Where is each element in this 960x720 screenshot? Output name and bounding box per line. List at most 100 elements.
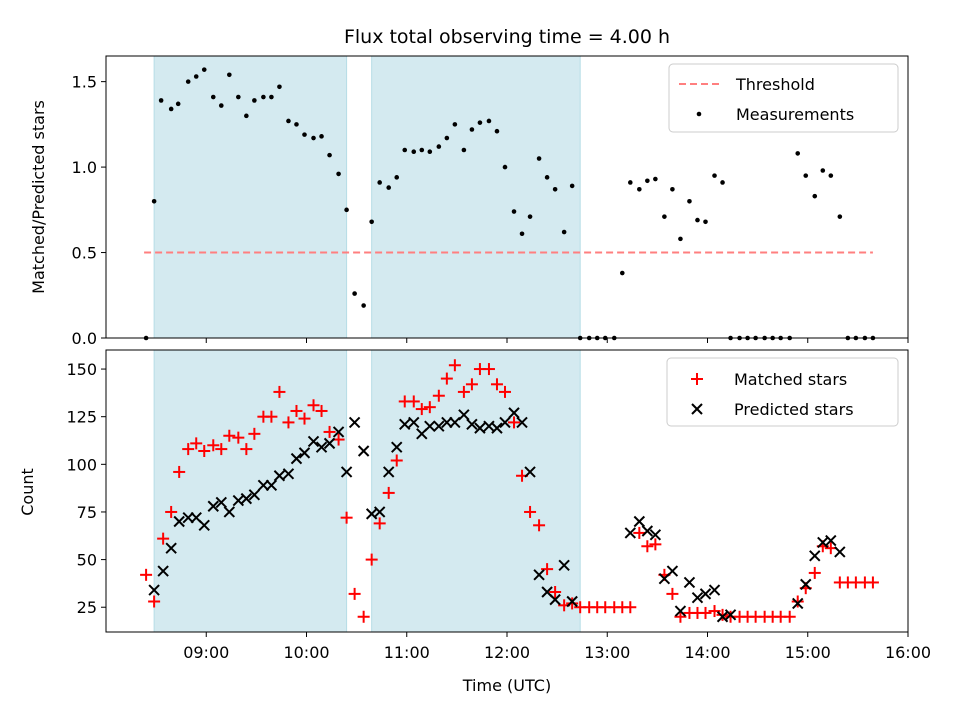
predicted-star-point <box>641 525 654 537</box>
predicted-star-point <box>273 470 286 482</box>
legend-matched-swatch <box>691 373 703 385</box>
predicted-star-point <box>474 422 486 434</box>
predicted-star-point <box>433 420 445 432</box>
bottom-legend: Matched stars Predicted stars <box>666 357 899 427</box>
top-legend-box <box>668 63 899 133</box>
measurement-point <box>436 144 442 149</box>
measurement-point <box>820 168 826 173</box>
top-y-tick-label: 0.0 <box>72 329 97 348</box>
measurement-point <box>352 291 357 296</box>
predicted-star-point <box>558 559 570 572</box>
matched-star-point <box>465 378 478 391</box>
predicted-star-point <box>323 437 336 450</box>
measurement-point <box>812 193 818 199</box>
matched-star-point <box>273 385 286 398</box>
legend-measurements-swatch <box>696 111 702 117</box>
predicted-star-point <box>198 519 210 532</box>
matched-star-point <box>508 416 521 429</box>
measurement-point <box>712 173 717 178</box>
bottom-x-tick-label: 10:00 <box>283 643 329 662</box>
measurement-point <box>502 164 508 170</box>
measurement-point <box>527 214 533 219</box>
predicted-star-point <box>624 527 637 539</box>
matched-star-point <box>533 519 546 532</box>
matched-star-point <box>699 606 712 619</box>
predicted-star-point <box>666 565 679 577</box>
predicted-star-point <box>566 595 578 608</box>
measurement-point <box>369 219 374 225</box>
measurement-point <box>703 219 708 225</box>
legend-predicted-label: Predicted stars <box>734 400 854 419</box>
measurement-point <box>720 180 725 185</box>
bottom-legend-box <box>666 357 899 427</box>
bottom-x-tick-label: 14:00 <box>684 643 730 662</box>
measurement-point <box>244 113 249 119</box>
measurement-point <box>795 151 801 156</box>
predicted-star-point <box>373 506 386 518</box>
measurement-point <box>519 231 525 237</box>
predicted-star-point <box>533 569 545 581</box>
legend-predicted-swatch <box>691 403 703 415</box>
bottom-x-tick-label: 09:00 <box>183 643 229 662</box>
measurement-point <box>511 209 517 214</box>
measurement-point <box>452 122 458 127</box>
measurement-point <box>277 84 282 90</box>
measurement-point <box>536 156 542 161</box>
predicted-star-point <box>499 416 511 429</box>
measurement-point <box>645 178 650 184</box>
count-panel: 09:00 10:00 11:00 12:00 13:00 14:00 15:00 16:00… <box>18 349 931 695</box>
predicted-star-point <box>466 418 478 431</box>
matched-star-point <box>633 526 646 539</box>
bottom-x-tick-label: 11:00 <box>384 643 430 662</box>
predicted-star-point <box>491 422 503 434</box>
matched-star-point <box>808 566 821 579</box>
matched-star-point <box>716 608 729 621</box>
bottom-y-axis-label: Count <box>18 468 37 516</box>
measurement-point <box>218 103 224 108</box>
predicted-star-point <box>399 418 411 431</box>
measurement-point <box>561 229 567 235</box>
predicted-star-point <box>290 452 303 465</box>
measurement-point <box>619 270 625 276</box>
measurement-point <box>386 185 392 190</box>
predicted-star-point <box>825 534 837 547</box>
predicted-star-point <box>524 466 536 478</box>
matched-star-point <box>549 585 562 598</box>
top-y-tick-label: 1.0 <box>72 158 97 177</box>
measurement-point <box>628 180 633 185</box>
measurement-point <box>158 98 164 103</box>
predicted-star-point <box>348 416 361 429</box>
matched-star-point <box>382 486 395 499</box>
predicted-star-point <box>148 584 160 596</box>
matched-star-point <box>541 563 554 576</box>
predicted-star-point <box>240 492 253 505</box>
measurement-point <box>201 67 207 72</box>
measurement-point <box>662 214 667 219</box>
predicted-star-point <box>223 506 236 518</box>
bottom-points <box>140 359 879 623</box>
top-y-axis-label: Matched/Predicted stars <box>29 100 48 294</box>
matched-star-point <box>148 595 161 608</box>
x-axis-label: Time (UTC) <box>462 676 551 695</box>
measurement-point <box>377 180 382 185</box>
matched-star-point <box>298 412 311 425</box>
matched-star-point <box>390 454 403 467</box>
measurement-point <box>461 147 467 153</box>
matched-star-point <box>524 505 537 518</box>
matched-star-point <box>357 610 370 623</box>
measurement-point <box>302 132 307 137</box>
measurement-point <box>402 147 408 153</box>
measurement-point <box>637 187 642 192</box>
bottom-y-tick-label: 25 <box>77 598 97 617</box>
measurement-point <box>569 183 575 189</box>
predicted-star-point <box>633 515 646 528</box>
matched-star-point <box>198 444 211 457</box>
matched-star-point <box>649 538 662 551</box>
legend-matched-label: Matched stars <box>734 370 847 389</box>
measurement-point <box>469 127 475 132</box>
measurement-point <box>286 118 291 124</box>
predicted-star-point <box>708 584 721 596</box>
matched-star-point <box>340 511 353 524</box>
measurement-point <box>687 198 692 204</box>
matched-star-point <box>440 372 453 385</box>
